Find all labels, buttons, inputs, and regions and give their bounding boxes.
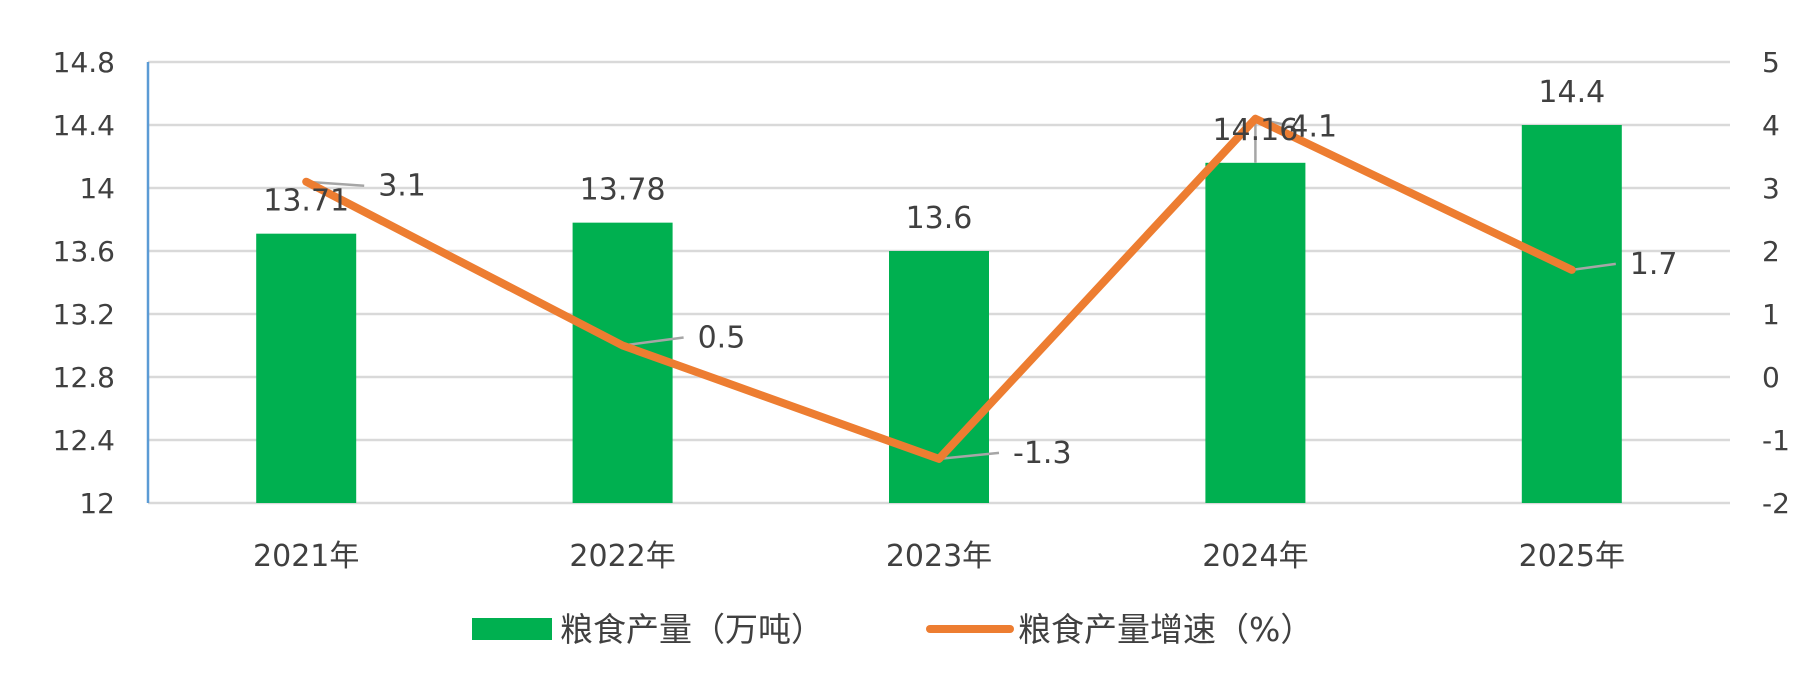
left-tick-label: 13.6 bbox=[53, 235, 115, 268]
category-label: 2025年 bbox=[1519, 539, 1625, 574]
right-tick-label: 1 bbox=[1762, 298, 1780, 331]
leader-line bbox=[622, 336, 684, 347]
line-series bbox=[302, 114, 1576, 463]
legend: 粮食产量（万吨） 粮食产量增速（%） bbox=[472, 610, 1313, 649]
bar-value-label: 13.78 bbox=[580, 173, 666, 208]
bar-value-label: 13.71 bbox=[263, 184, 349, 219]
line-value-label: 1.7 bbox=[1630, 247, 1678, 282]
bar bbox=[1521, 125, 1622, 503]
left-tick-label: 12 bbox=[79, 487, 115, 520]
right-tick-label: 5 bbox=[1762, 46, 1780, 79]
bar bbox=[1205, 162, 1306, 504]
bar-value-label: 14.4 bbox=[1538, 75, 1605, 110]
leader-line bbox=[938, 451, 1000, 461]
growth-line bbox=[302, 114, 1576, 463]
category-label: 2021年 bbox=[253, 539, 359, 574]
left-tick-label: 14.8 bbox=[53, 46, 115, 79]
right-tick-label: 3 bbox=[1762, 172, 1780, 205]
bar bbox=[256, 233, 357, 504]
left-tick-label: 14 bbox=[79, 172, 115, 205]
legend-swatch-bar bbox=[472, 618, 552, 640]
bar bbox=[889, 251, 989, 503]
line-value-label: 4.1 bbox=[1289, 110, 1337, 145]
legend-label-bar: 粮食产量（万吨） bbox=[560, 610, 824, 649]
leader-line bbox=[1571, 262, 1616, 272]
right-tick-label: 4 bbox=[1762, 109, 1780, 142]
legend-label-line: 粮食产量增速（%） bbox=[1018, 610, 1313, 649]
right-tick-label: -1 bbox=[1762, 424, 1790, 457]
category-label: 2022年 bbox=[569, 539, 675, 574]
category-label: 2023年 bbox=[886, 539, 992, 574]
left-tick-label: 14.4 bbox=[53, 109, 115, 142]
left-tick-label: 12.4 bbox=[53, 424, 115, 457]
line-value-label: 0.5 bbox=[698, 321, 746, 356]
line-value-label: 3.1 bbox=[378, 169, 426, 204]
line-value-label: -1.3 bbox=[1013, 436, 1072, 471]
bar bbox=[572, 222, 673, 503]
right-tick-label: 2 bbox=[1762, 235, 1780, 268]
category-label: 2024年 bbox=[1202, 539, 1308, 574]
bar-value-label: 14.16 bbox=[1212, 113, 1298, 148]
bar-value-label: 13.6 bbox=[906, 201, 973, 236]
data-labels: 13.71 13.78 13.6 14.16 14.4 3.1 0.5 -1.3 4.1 1.7 bbox=[263, 75, 1677, 471]
right-tick-label: 0 bbox=[1762, 361, 1780, 394]
bar-series bbox=[256, 125, 1622, 504]
left-tick-label: 13.2 bbox=[53, 298, 115, 331]
left-tick-label: 12.8 bbox=[53, 361, 115, 394]
right-tick-label: -2 bbox=[1762, 487, 1790, 520]
tick-labels: 1212.412.813.213.61414.414.8-2-101234520… bbox=[53, 46, 1790, 574]
